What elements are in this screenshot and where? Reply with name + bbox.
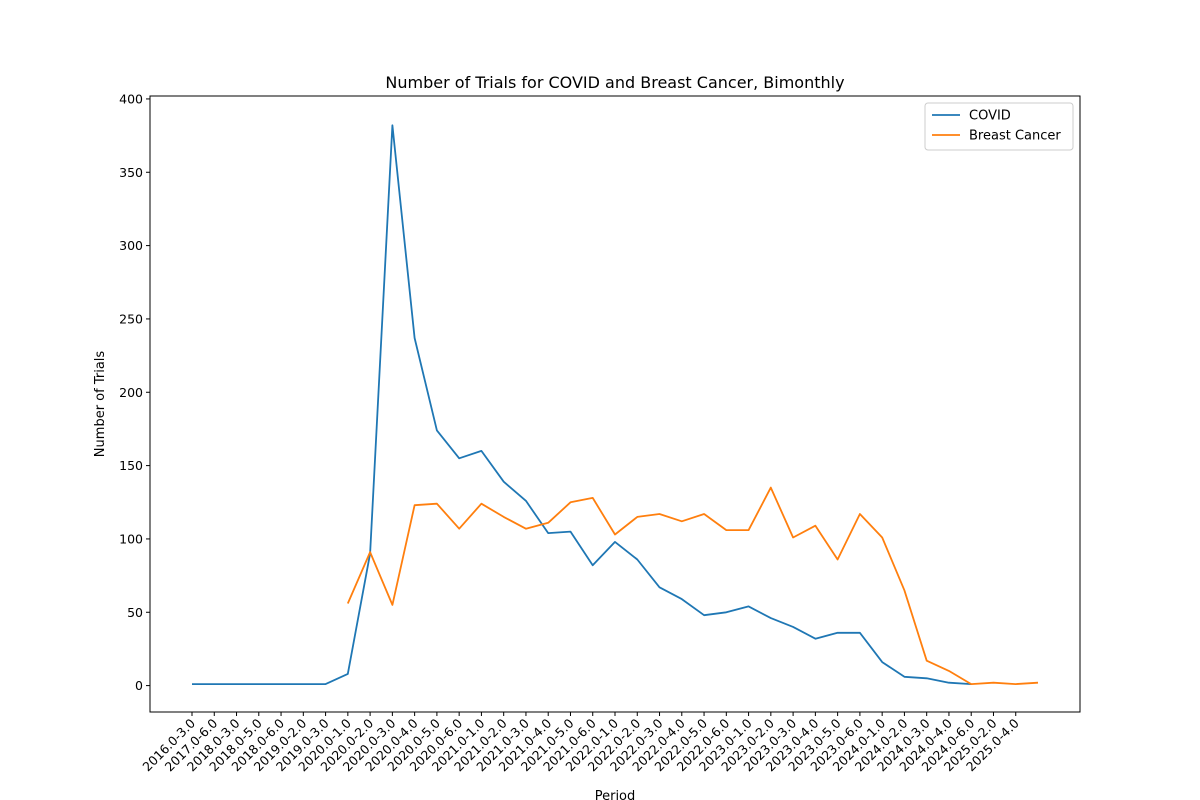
y-tick-label: 300: [119, 238, 143, 253]
x-axis-label: Period: [595, 789, 636, 800]
y-tick-label: 150: [119, 458, 143, 473]
series-line-breast-cancer: [346, 486, 1039, 685]
plot-frame: [149, 95, 1081, 713]
legend-box: [924, 102, 1074, 151]
y-tick-label: 400: [119, 91, 143, 106]
legend-label-breast-cancer: Breast Cancer: [969, 129, 1061, 144]
chart-title: Number of Trials for COVID and Breast Ca…: [385, 73, 844, 92]
legend-label-covid: COVID: [969, 109, 1011, 124]
y-tick-label: 50: [127, 605, 143, 620]
x-axis: 2016.0-3.02017.0-6.02018.0-3.02018.0-5.0…: [139, 712, 1022, 774]
legend: COVID Breast Cancer: [924, 102, 1074, 151]
y-axis: 0 50 100 150 200 250 300 350 400: [119, 91, 150, 693]
series-lines: [192, 124, 1039, 685]
y-tick-label: 200: [119, 385, 143, 400]
y-tick-label: 100: [119, 531, 143, 546]
series-line-covid: [192, 124, 972, 685]
y-tick-label: 250: [119, 311, 143, 326]
y-axis-label: Number of Trials: [93, 351, 108, 458]
y-tick-label: 0: [135, 678, 143, 693]
y-tick-label: 350: [119, 165, 143, 180]
